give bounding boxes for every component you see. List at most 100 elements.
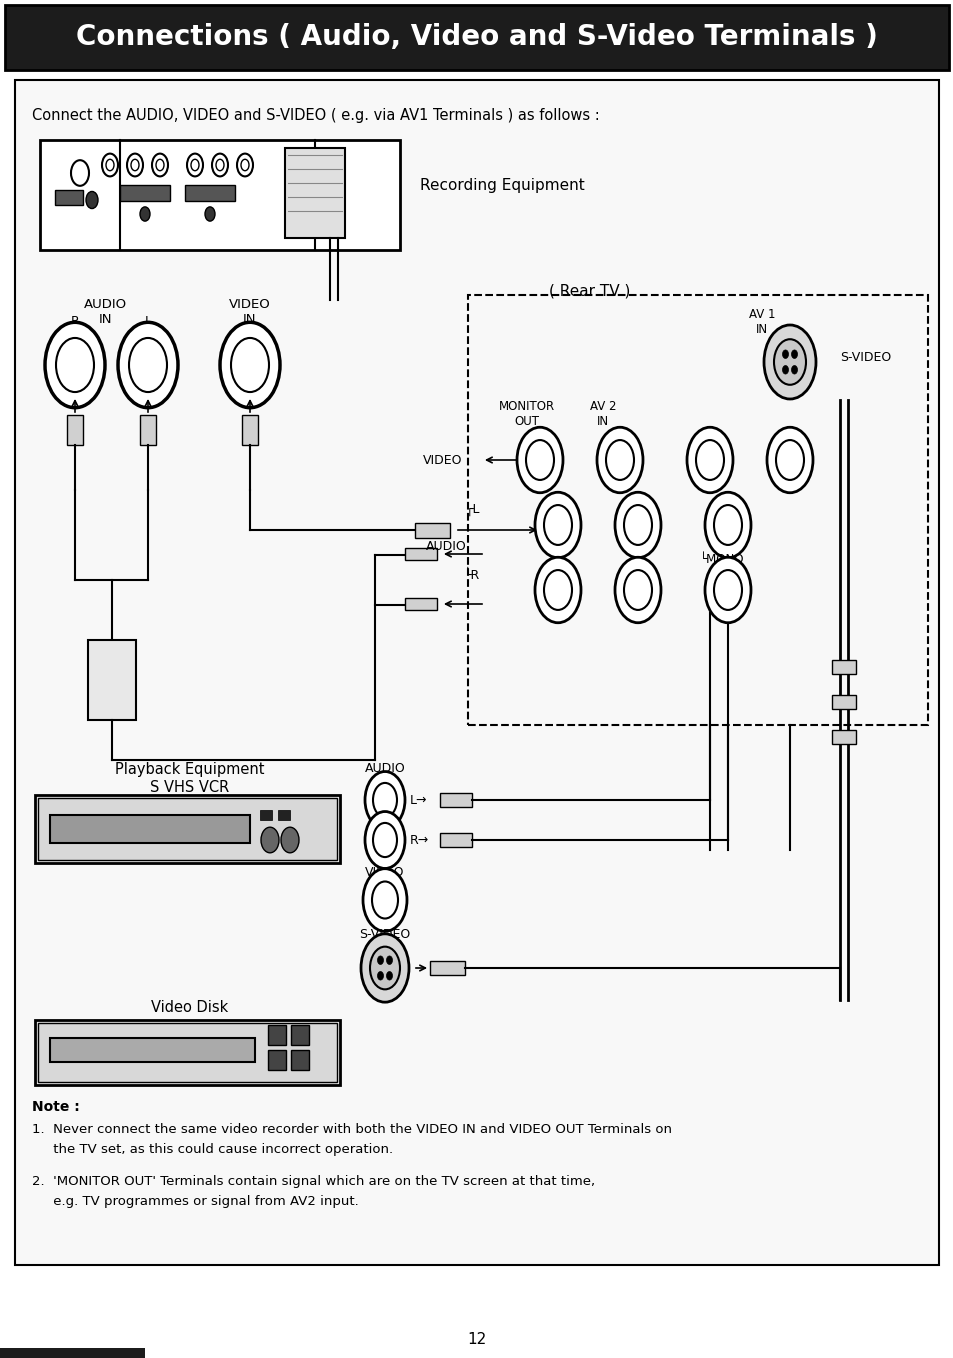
Circle shape: [605, 440, 634, 479]
Circle shape: [152, 153, 168, 177]
Circle shape: [696, 440, 723, 479]
Text: Connect the AUDIO, VIDEO and S-VIDEO ( e.g. via AV1 Terminals ) as follows :: Connect the AUDIO, VIDEO and S-VIDEO ( e…: [32, 109, 599, 124]
Text: VIDEO: VIDEO: [422, 454, 461, 467]
Circle shape: [713, 570, 741, 610]
Text: ┌L: ┌L: [465, 504, 479, 516]
Circle shape: [686, 428, 732, 493]
Bar: [268, 1025, 286, 1046]
Text: Playback Equipment: Playback Equipment: [115, 762, 265, 777]
Bar: [831, 660, 855, 674]
Bar: [140, 416, 156, 445]
Circle shape: [781, 350, 788, 359]
Text: the TV set, as this could cause incorrect operation.: the TV set, as this could cause incorrec…: [32, 1143, 393, 1156]
Circle shape: [56, 338, 94, 392]
Bar: [268, 1050, 286, 1070]
Circle shape: [129, 338, 167, 392]
Circle shape: [543, 505, 572, 545]
Bar: [0, 1348, 145, 1358]
Circle shape: [131, 159, 139, 171]
Bar: [67, 416, 83, 445]
Text: R→: R→: [410, 834, 429, 846]
Circle shape: [373, 823, 396, 857]
Text: └MONO: └MONO: [700, 553, 743, 566]
Bar: [439, 793, 472, 807]
Text: e.g. TV programmes or signal from AV2 input.: e.g. TV programmes or signal from AV2 in…: [32, 1195, 358, 1209]
Circle shape: [370, 947, 399, 990]
Circle shape: [212, 153, 228, 177]
Circle shape: [535, 557, 580, 623]
Bar: [285, 148, 345, 238]
Circle shape: [377, 971, 383, 980]
Text: AV 1
IN: AV 1 IN: [748, 308, 775, 335]
Circle shape: [71, 160, 89, 186]
Bar: [50, 1038, 254, 1062]
Circle shape: [205, 206, 214, 221]
Circle shape: [363, 869, 407, 932]
Text: AV 2
IN: AV 2 IN: [589, 401, 616, 428]
Bar: [38, 799, 336, 860]
Circle shape: [623, 570, 651, 610]
Bar: [415, 523, 450, 538]
Text: Connections ( Audio, Video and S-Video Terminals ): Connections ( Audio, Video and S-Video T…: [76, 23, 877, 52]
Circle shape: [377, 956, 383, 964]
Circle shape: [365, 771, 405, 828]
Circle shape: [713, 505, 741, 545]
Bar: [55, 190, 83, 205]
Text: L: L: [144, 315, 152, 329]
Circle shape: [106, 159, 113, 171]
Bar: [50, 815, 250, 843]
Circle shape: [127, 153, 143, 177]
Text: S VHS VCR: S VHS VCR: [151, 779, 230, 794]
Bar: [242, 416, 257, 445]
Circle shape: [45, 322, 105, 407]
Circle shape: [763, 325, 815, 399]
Circle shape: [615, 557, 660, 623]
Circle shape: [191, 159, 199, 171]
Circle shape: [775, 440, 803, 479]
Text: ( Rear TV ): ( Rear TV ): [549, 282, 630, 297]
Text: VIDEO
IN: VIDEO IN: [229, 297, 271, 326]
Bar: [405, 549, 436, 559]
Bar: [831, 695, 855, 709]
Circle shape: [781, 365, 788, 373]
Text: VIDEO
OUT: VIDEO OUT: [365, 866, 404, 894]
Bar: [15, 80, 938, 1266]
Text: 1.  Never connect the same video recorder with both the VIDEO IN and VIDEO OUT T: 1. Never connect the same video recorder…: [32, 1123, 671, 1137]
Text: R: R: [71, 315, 79, 329]
Bar: [5, 5, 948, 71]
Text: S-VIDEO: S-VIDEO: [840, 352, 890, 364]
Circle shape: [231, 338, 269, 392]
Circle shape: [791, 365, 797, 373]
Circle shape: [215, 159, 224, 171]
Text: Note :: Note :: [32, 1100, 80, 1114]
Bar: [277, 809, 290, 820]
Circle shape: [373, 784, 396, 818]
Bar: [430, 961, 464, 975]
Circle shape: [365, 812, 405, 869]
Circle shape: [261, 827, 278, 853]
Bar: [88, 640, 136, 720]
Circle shape: [615, 492, 660, 558]
Bar: [35, 794, 339, 862]
Bar: [291, 1025, 309, 1046]
Text: S-VIDEO
OUT: S-VIDEO OUT: [359, 928, 410, 956]
Circle shape: [140, 206, 150, 221]
Circle shape: [220, 322, 280, 407]
Circle shape: [118, 322, 178, 407]
Circle shape: [386, 971, 392, 980]
Circle shape: [281, 827, 298, 853]
Circle shape: [543, 570, 572, 610]
Circle shape: [241, 159, 249, 171]
Text: 2.  'MONITOR OUT' Terminals contain signal which are on the TV screen at that ti: 2. 'MONITOR OUT' Terminals contain signa…: [32, 1175, 595, 1188]
Bar: [468, 295, 927, 725]
Bar: [260, 809, 272, 820]
Bar: [831, 731, 855, 744]
Text: MONITOR
OUT: MONITOR OUT: [498, 401, 555, 428]
Circle shape: [597, 428, 642, 493]
Circle shape: [535, 492, 580, 558]
Text: AUDIO
OUT: AUDIO OUT: [364, 762, 405, 790]
Circle shape: [102, 153, 118, 177]
Bar: [405, 598, 436, 610]
Circle shape: [525, 440, 554, 479]
Circle shape: [704, 492, 750, 558]
